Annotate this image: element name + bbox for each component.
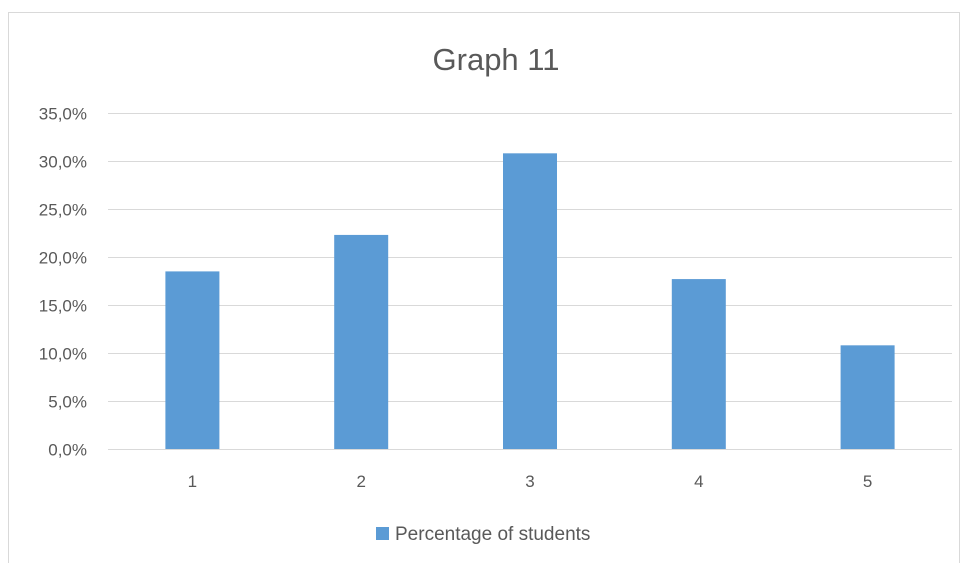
legend: Percentage of students [376, 524, 590, 545]
x-tick-label: 1 [188, 472, 197, 491]
y-tick-label: 20,0% [39, 249, 87, 268]
y-tick-label: 25,0% [39, 201, 87, 220]
y-tick-label: 10,0% [39, 345, 87, 364]
bar-2 [334, 234, 389, 449]
bar-4 [671, 279, 726, 449]
y-tick-label: 35,0% [39, 105, 87, 124]
y-axis-tick-labels: 0,0% 5,0% 10,0% 15,0% 20,0% 25,0% 30,0% 35,0% [39, 105, 87, 460]
x-tick-label: 2 [356, 472, 365, 491]
x-tick-label: 5 [863, 472, 872, 491]
legend-swatch [376, 527, 389, 540]
y-tick-label: 0,0% [48, 441, 87, 460]
y-tick-label: 30,0% [39, 153, 87, 172]
y-tick-label: 5,0% [48, 393, 87, 412]
bar-5 [840, 345, 895, 449]
x-axis-tick-labels: 1 2 3 4 5 [188, 472, 873, 491]
chart-title: Graph 11 [433, 42, 560, 77]
x-tick-label: 4 [694, 472, 703, 491]
y-tick-label: 15,0% [39, 297, 87, 316]
x-tick-label: 3 [525, 472, 534, 491]
legend-label: Percentage of students [395, 524, 590, 545]
bar-3 [503, 153, 557, 449]
bars [165, 153, 895, 449]
bar-1 [165, 271, 220, 449]
